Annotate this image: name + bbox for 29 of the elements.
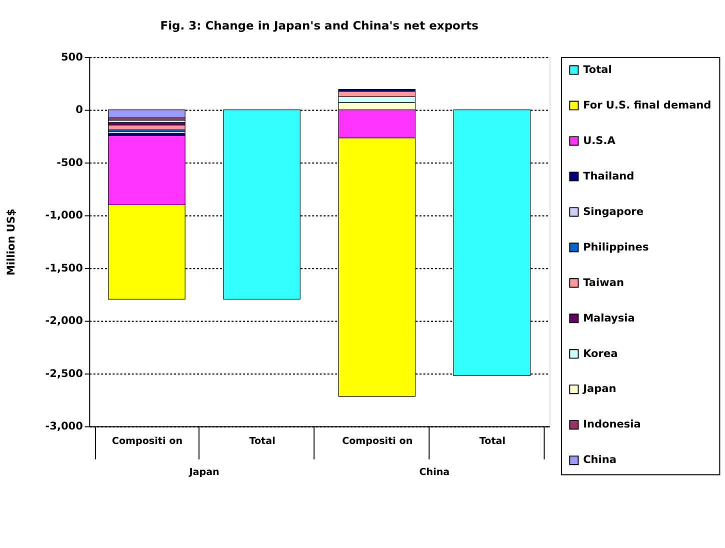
x-tick-label: Total: [479, 436, 506, 448]
y-tick-label: 500: [60, 51, 83, 64]
text: Japan: [188, 467, 220, 478]
bar: [108, 122, 186, 126]
legend-label: Indonesia: [583, 418, 641, 431]
text: China: [419, 467, 450, 478]
legend-label: Thailand: [583, 170, 634, 182]
x-tick-label: Compositi on: [112, 436, 183, 448]
x-tick-label: Compositi on: [342, 436, 413, 448]
legend-label: China: [583, 454, 617, 466]
legend-label: For U.S. final demand: [583, 99, 712, 112]
legend-label: Philippines: [583, 241, 649, 254]
legend-label: Singapore: [583, 206, 644, 218]
legend-label: Taiwan: [583, 276, 624, 289]
y-tick-label: -500: [56, 156, 83, 169]
legend-label: Japan: [582, 383, 616, 396]
x-tick-label: Total: [249, 436, 276, 448]
y-tick-label: -1,000: [45, 210, 83, 222]
y-tick-label: 0: [76, 104, 83, 116]
legend-label: Malaysia: [583, 312, 635, 324]
y-tick-label: -3,000: [45, 420, 83, 433]
y-axis-title: Million US$: [6, 208, 18, 276]
y-tick-label: -2,000: [45, 315, 83, 328]
y-tick-label: -2,500: [45, 368, 83, 380]
chart-title: Fig. 3: Change in Japan's and China's net exports: [160, 18, 479, 32]
legend-label: Korea: [583, 348, 618, 360]
y-tick-label: -1,500: [45, 262, 83, 274]
legend-label: Total: [583, 64, 612, 76]
legend-label: U.S.A: [583, 134, 616, 147]
